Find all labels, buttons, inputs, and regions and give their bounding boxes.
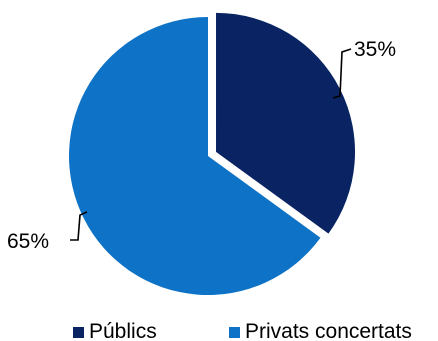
legend-swatch-privats-concertats [229,327,240,338]
legend-label-publics: Públics [89,320,157,341]
legend-swatch-publics [73,327,84,338]
legend: Públics Privats concertats [73,320,412,341]
leader-line-publics [332,48,352,99]
data-label-publics: 35% [354,38,396,61]
data-label-privats-concertats: 65% [7,230,49,253]
leader-line-privats-concertats [70,211,88,241]
slice-publics [216,12,356,234]
legend-label-privats-concertats: Privats concertats [245,320,412,341]
slice-privats-concertats [68,17,321,295]
